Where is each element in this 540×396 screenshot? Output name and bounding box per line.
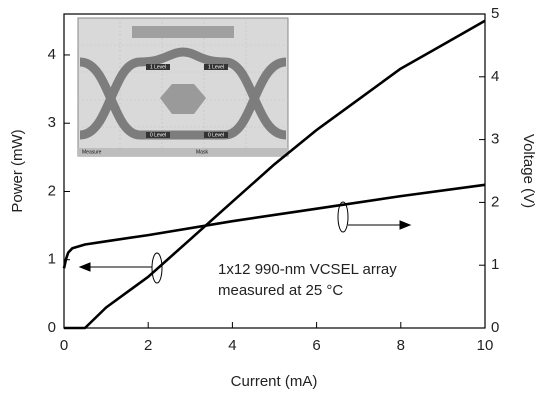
y-tick-label: 1 [48,251,56,268]
y-tick-label: 0 [48,319,56,336]
y2-tick-label: 5 [491,5,499,22]
y2-tick-label: 1 [491,256,499,273]
line-series [64,185,485,268]
x-tick-label: 6 [312,337,320,354]
y-tick-label: 3 [48,114,56,131]
x-tick-label: 10 [477,337,494,354]
eye-diagram-inset: 1 Level 1 Level 0 Level 0 Level Measure … [78,18,288,156]
x-tick-label: 2 [144,337,152,354]
inset-label: 1 Level [208,64,224,70]
inset-label: Mask [196,149,208,155]
chart: 1 Level 1 Level 0 Level 0 Level Measure … [0,0,540,396]
annotation: 1x12 990-nm VCSEL array [218,261,397,278]
x-tick-label: 0 [60,337,68,354]
y2-tick-label: 4 [491,68,499,85]
y-tick-label: 4 [48,46,56,63]
y2-tick-label: 2 [491,193,499,210]
y-axis-label: Power (mW) [9,129,26,212]
x-axis-label: Current (mA) [231,373,318,390]
y2-tick-label: 3 [491,131,499,148]
y2-axis-label: Voltage (V) [520,134,537,208]
y-tick-label: 2 [48,182,56,199]
inset-label: 0 Level [150,132,166,138]
annotation: measured at 25 °C [218,282,343,299]
x-tick-label: 8 [397,337,405,354]
inset-label: 1 Level [150,64,166,70]
inset-label: Measure [82,149,102,155]
x-tick-label: 4 [228,337,236,354]
inset-label: 0 Level [208,132,224,138]
y2-tick-label: 0 [491,319,499,336]
